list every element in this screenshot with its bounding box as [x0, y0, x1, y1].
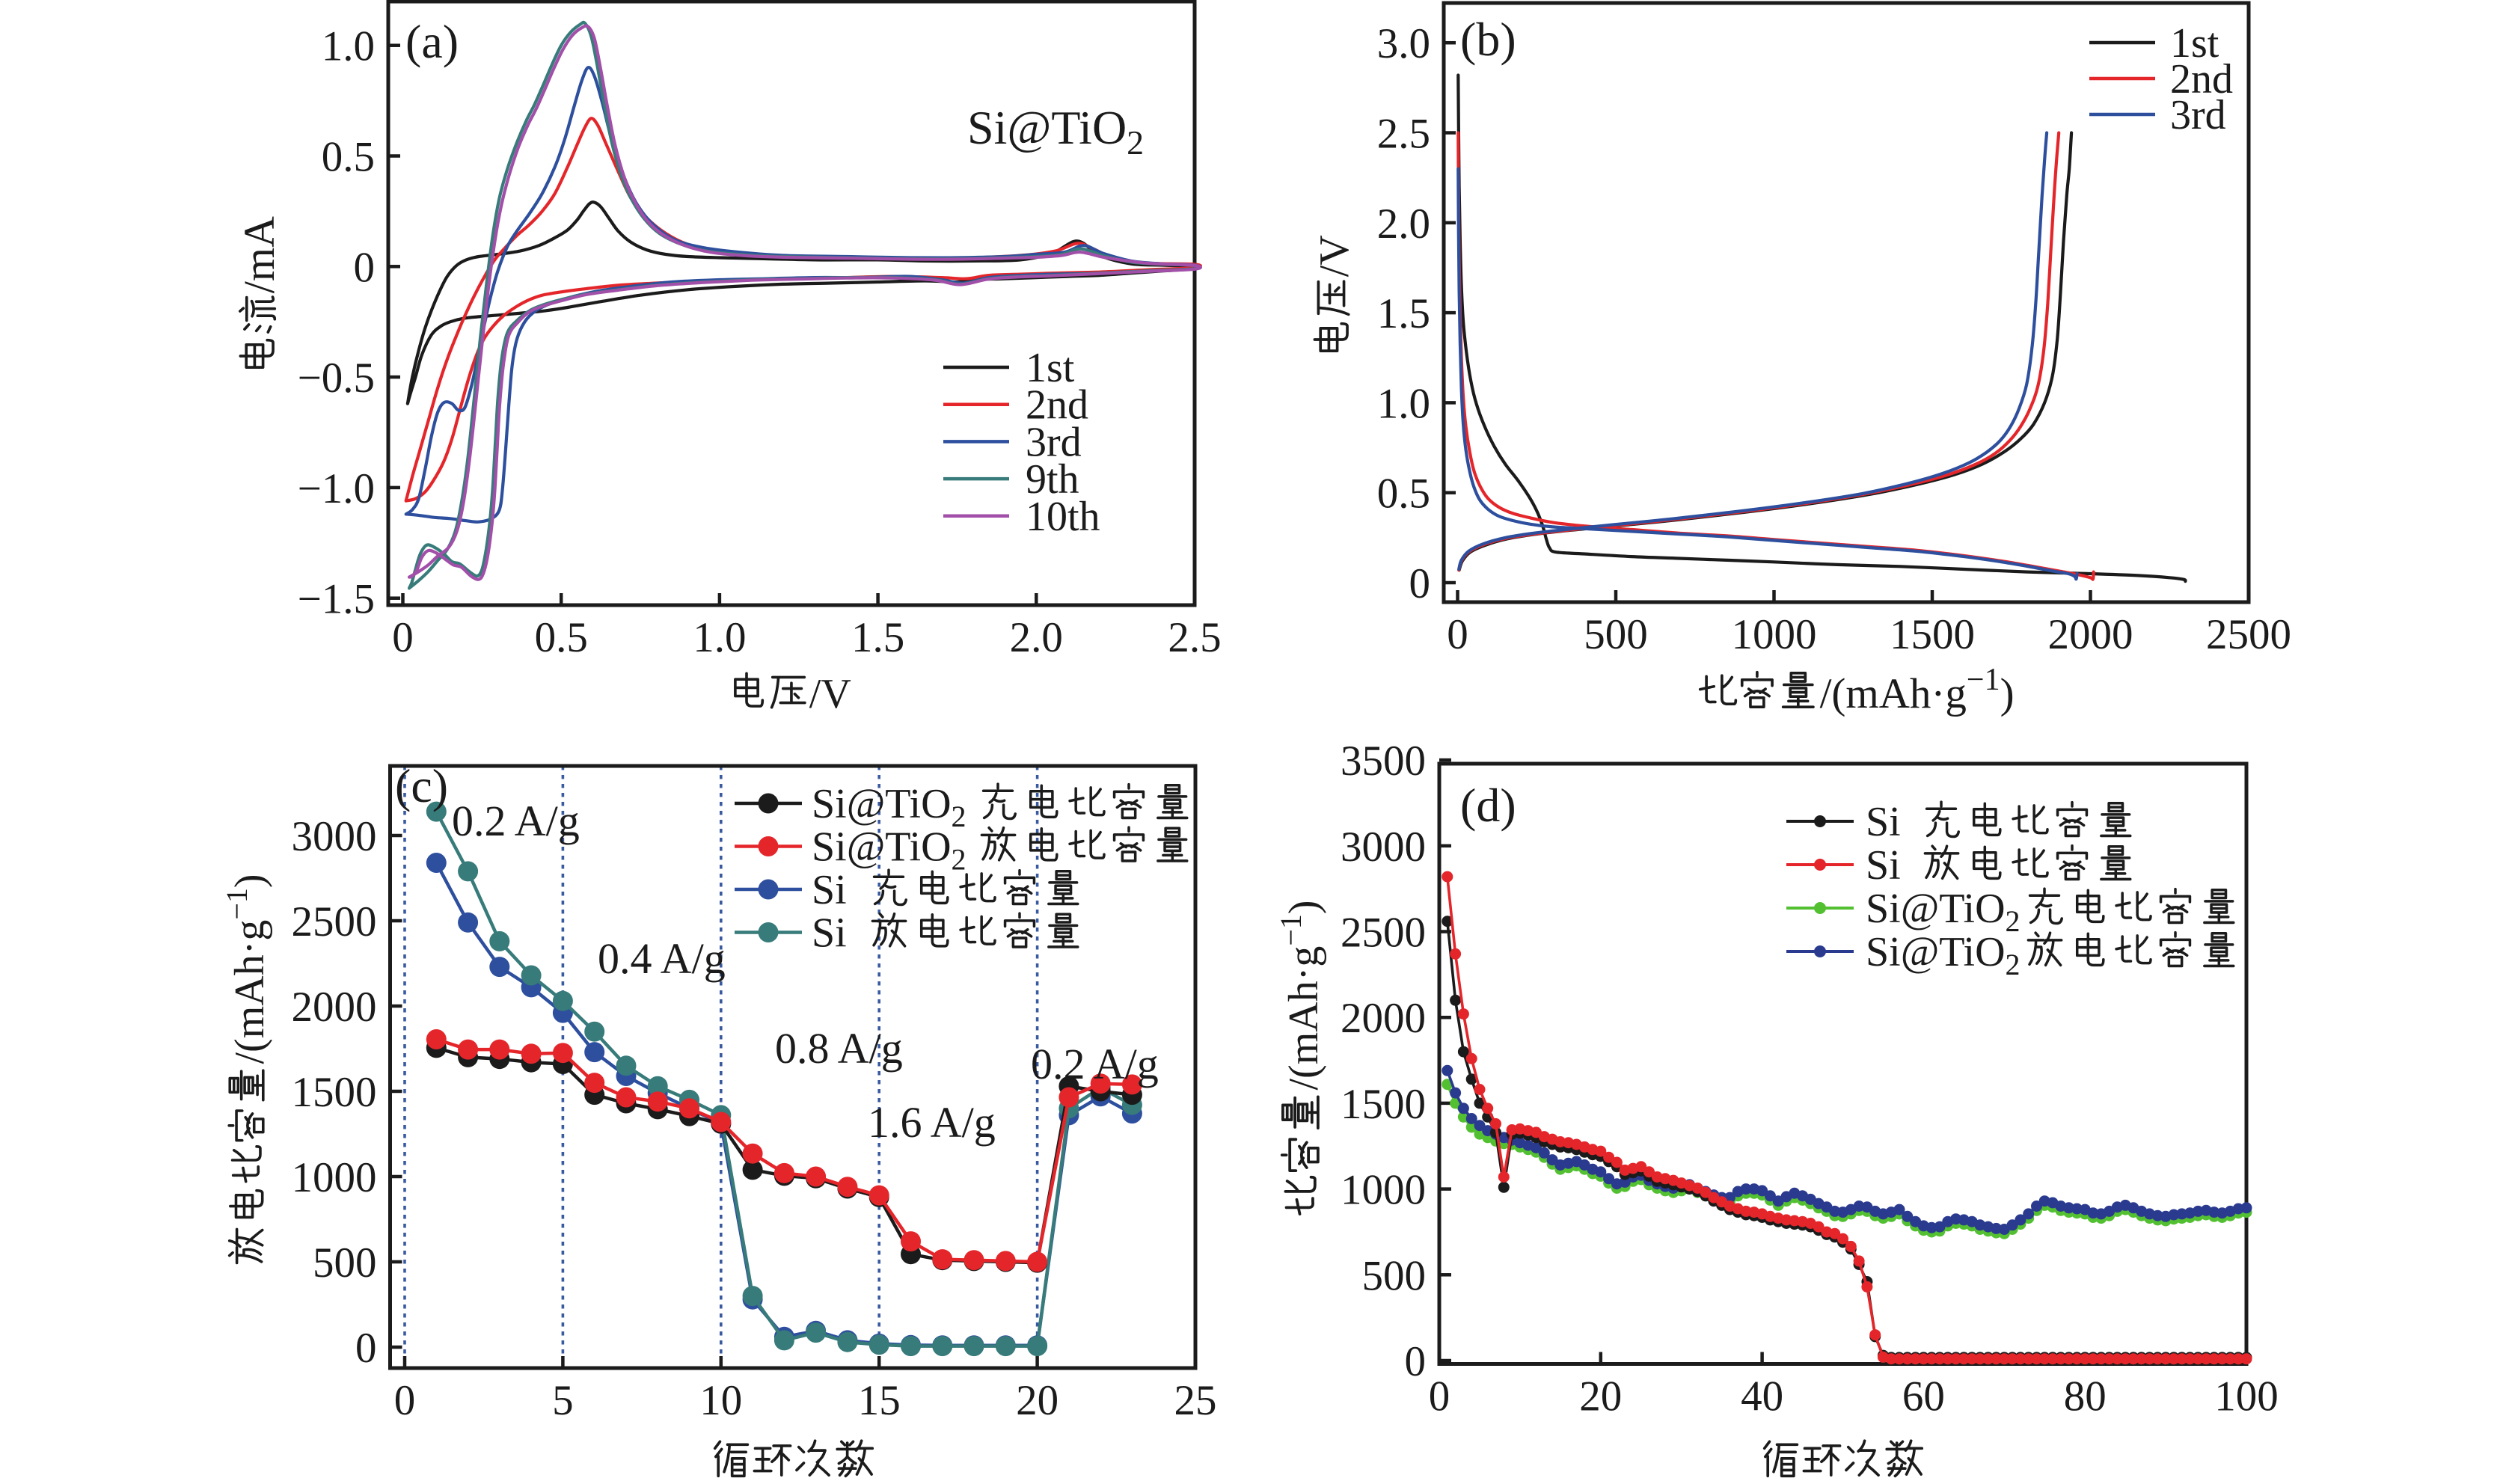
svg-text:20: 20 [1016, 1377, 1059, 1424]
svg-text:0.2 A/g: 0.2 A/g [1031, 1040, 1159, 1088]
svg-text:(c): (c) [395, 759, 448, 812]
svg-text:0.8 A/g: 0.8 A/g [775, 1024, 903, 1073]
svg-text:2.5: 2.5 [1377, 111, 1430, 158]
svg-text:10: 10 [699, 1377, 742, 1424]
svg-text:1st: 1st [1026, 345, 1075, 391]
svg-text:100: 100 [2214, 1373, 2279, 1420]
svg-text:500: 500 [1584, 611, 1648, 658]
svg-text:−0.5: −0.5 [298, 355, 375, 402]
svg-text:1.5: 1.5 [1377, 290, 1430, 337]
svg-text:−1.5: −1.5 [298, 576, 375, 623]
svg-text:60: 60 [1902, 1373, 1945, 1420]
svg-text:1000: 1000 [292, 1154, 377, 1201]
svg-text:2000: 2000 [292, 984, 377, 1031]
svg-text:0: 0 [355, 1325, 377, 1372]
svg-text:Si: Si [812, 910, 847, 957]
svg-text:2.0: 2.0 [1377, 200, 1430, 248]
svg-text:/V: /V [809, 671, 851, 717]
svg-text:2.0: 2.0 [1010, 614, 1063, 661]
svg-text:2500: 2500 [2206, 611, 2291, 658]
svg-text:0.2 A/g: 0.2 A/g [452, 797, 580, 845]
svg-text:0.4 A/g: 0.4 A/g [598, 934, 726, 983]
svg-text:−1.0: −1.0 [298, 465, 375, 512]
svg-text:1.0: 1.0 [1377, 380, 1430, 427]
svg-text:3000: 3000 [1341, 824, 1426, 871]
svg-text:0.5: 0.5 [1377, 470, 1430, 518]
svg-text:3.0: 3.0 [1377, 20, 1430, 67]
svg-text:0: 0 [1429, 1373, 1450, 1420]
svg-text:3rd: 3rd [2170, 92, 2226, 138]
svg-text:1.6 A/g: 1.6 A/g [868, 1098, 996, 1147]
svg-text:Si@TiO2: Si@TiO2 [812, 781, 966, 833]
svg-text:(b): (b) [1460, 13, 1516, 66]
svg-text:2.5: 2.5 [1168, 614, 1221, 661]
svg-text:Si: Si [1866, 799, 1901, 845]
svg-text:Si: Si [1866, 842, 1901, 889]
svg-text:1.5: 1.5 [851, 614, 904, 661]
svg-text:2nd: 2nd [2170, 56, 2233, 102]
svg-text:1500: 1500 [1890, 611, 1975, 658]
svg-text:2000: 2000 [2048, 611, 2133, 658]
svg-text:1000: 1000 [1732, 611, 1817, 658]
svg-text:9th: 9th [1026, 456, 1079, 503]
svg-text:1500: 1500 [1341, 1081, 1426, 1128]
svg-text:2500: 2500 [292, 898, 377, 945]
svg-text:Si@TiO2: Si@TiO2 [1866, 886, 2021, 938]
svg-text:2nd: 2nd [1026, 382, 1088, 429]
svg-text:1500: 1500 [292, 1069, 377, 1116]
svg-text:0.5: 0.5 [322, 134, 375, 181]
svg-text:5: 5 [552, 1377, 574, 1424]
svg-text:3rd: 3rd [1026, 419, 1082, 465]
svg-text:2000: 2000 [1341, 995, 1426, 1042]
svg-text:0: 0 [392, 614, 414, 661]
svg-text:Si@TiO2: Si@TiO2 [967, 101, 1144, 162]
svg-text:2500: 2500 [1341, 910, 1426, 957]
svg-text:1st: 1st [2170, 20, 2219, 67]
svg-text:Si@TiO2: Si@TiO2 [1866, 929, 2021, 981]
svg-text:1000: 1000 [1341, 1167, 1426, 1214]
svg-text:3000: 3000 [292, 813, 377, 860]
svg-text:0: 0 [354, 244, 376, 291]
svg-text:0.5: 0.5 [535, 614, 588, 661]
svg-text:15: 15 [858, 1377, 901, 1424]
svg-text:3500: 3500 [1341, 738, 1426, 785]
svg-text:(d): (d) [1460, 779, 1516, 832]
svg-text:1.0: 1.0 [322, 23, 375, 70]
svg-text:1.0: 1.0 [693, 614, 746, 661]
svg-text:/V: /V [1311, 235, 1358, 277]
svg-text:500: 500 [1362, 1252, 1427, 1299]
svg-text:(a): (a) [405, 15, 459, 68]
svg-text:0: 0 [1409, 560, 1431, 607]
svg-text:/mA: /mA [235, 216, 284, 293]
svg-text:25: 25 [1174, 1377, 1217, 1424]
svg-text:40: 40 [1741, 1373, 1783, 1420]
svg-text:Si@TiO2: Si@TiO2 [812, 824, 966, 877]
svg-text:/(mAh·g−1): /(mAh·g−1) [220, 874, 273, 1064]
svg-text:20: 20 [1579, 1373, 1622, 1420]
svg-text:500: 500 [313, 1239, 377, 1287]
svg-text:0: 0 [1447, 611, 1468, 658]
svg-text:0: 0 [394, 1377, 416, 1424]
svg-text:Si: Si [812, 867, 847, 913]
svg-text:0: 0 [1405, 1338, 1427, 1385]
svg-text:80: 80 [2064, 1373, 2107, 1420]
svg-text:10th: 10th [1026, 494, 1100, 540]
